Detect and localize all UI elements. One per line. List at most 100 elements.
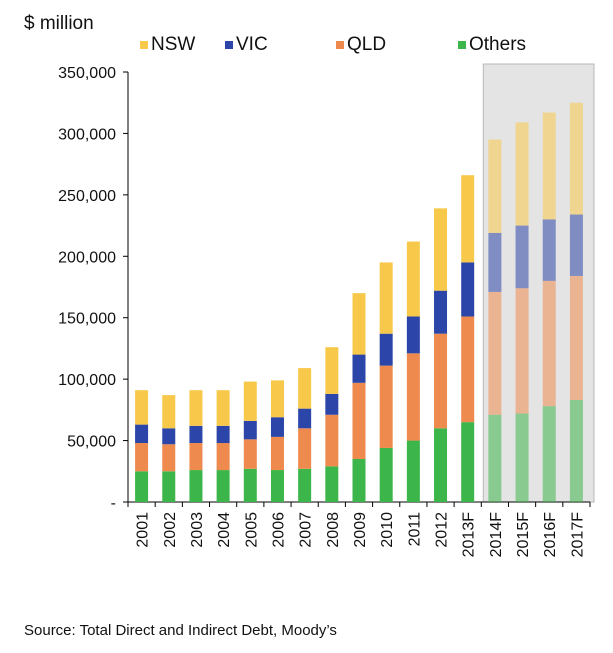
bar-segment-vic [243,420,257,440]
bar-segment-others [270,470,284,502]
bar-segment-others [325,466,339,502]
x-tick-label: 2017F [569,512,586,558]
legend: NSW VIC QLD Others [0,34,613,58]
y-tick-label: 300,000 [58,126,116,143]
legend-swatch [140,41,148,49]
bar-segment-vic [189,425,203,444]
bar-segment-qld [298,428,312,469]
bar-segment-vic [488,232,502,292]
bar-segment-nsw [542,112,556,220]
bar-segment-vic [162,428,176,445]
bar-segment-vic [352,354,366,383]
y-tick-label: - [111,495,116,512]
bar-segment-vic [270,417,284,437]
y-tick-label: 250,000 [58,188,116,205]
y-tick-label: 50,000 [67,434,116,451]
bar-segment-nsw [189,390,203,426]
bar-segment-vic [434,290,448,334]
bar-segment-others [461,422,475,502]
bar-segment-nsw [243,381,257,421]
bar-segment-nsw [569,102,583,215]
bar-segment-qld [542,280,556,407]
bar-segment-others [135,471,149,502]
bar-segment-others [434,428,448,502]
legend-label: VIC [236,34,268,55]
x-tick-label: 2004 [216,512,233,548]
legend-item-nsw: NSW [140,34,195,56]
bar-segment-qld [569,275,583,401]
bar-segment-nsw [216,390,230,426]
x-tick-label: 2011 [406,512,423,547]
bar-segment-nsw [488,139,502,233]
y-tick-label: 100,000 [58,372,116,389]
bar-segment-vic [406,316,420,354]
bar-segment-qld [325,414,339,467]
legend-label: Others [469,34,527,55]
bar-segment-others [298,468,312,502]
bar-segment-others [379,447,393,502]
bar-segment-others [162,471,176,502]
bar-segment-nsw [162,395,176,429]
x-tick-label: 2003 [189,512,206,548]
bar-segment-vic [461,262,475,317]
bar-segment-qld [406,353,420,441]
x-tick-label: 2007 [298,512,315,548]
x-tick-label: 2009 [352,512,369,548]
bar-segment-others [569,400,583,502]
bar-segment-qld [216,443,230,471]
bar-segment-nsw [379,262,393,334]
bar-segment-nsw [135,390,149,425]
bar-segment-vic [569,214,583,276]
bar-segment-others [515,413,529,502]
bar-segment-others [406,440,420,502]
legend-item-qld: QLD [336,34,386,56]
y-tick-label: 350,000 [58,65,116,82]
bar-segment-nsw [325,347,339,394]
bar-segment-nsw [515,122,529,226]
bar-segment-qld [434,333,448,429]
bar-segment-qld [379,365,393,448]
x-tick-label: 2010 [379,512,396,548]
bar-segment-vic [542,219,556,281]
x-tick-label: 2002 [162,512,179,548]
bar-segment-qld [162,444,176,472]
bar-segment-qld [352,382,366,459]
x-tick-label: 2005 [243,512,260,548]
bar-segment-nsw [298,368,312,409]
y-tick-label: 150,000 [58,311,116,328]
legend-swatch [225,41,233,49]
bar-segment-others [542,406,556,502]
bar-segment-qld [270,436,284,471]
y-unit-label: $ million [24,13,94,34]
bar-segment-nsw [270,380,284,418]
x-tick-label: 2012 [434,512,451,548]
bar-segment-others [488,414,502,502]
bar-segment-vic [216,425,230,444]
x-tick-label: 2014F [488,512,505,558]
bar-segment-qld [461,316,475,423]
legend-swatch [458,41,466,49]
x-tick-label: 2015F [515,512,532,558]
bar-segment-vic [135,424,149,444]
bar-segment-others [243,468,257,502]
bar-segment-qld [189,443,203,471]
bar-segment-qld [135,443,149,472]
bar-segment-nsw [434,208,448,291]
y-tick-label: 200,000 [58,249,116,266]
bar-segment-others [352,459,366,502]
bar-segment-vic [379,333,393,366]
legend-swatch [336,41,344,49]
x-tick-label: 2006 [270,512,287,548]
legend-label: QLD [347,34,387,55]
bar-segment-vic [515,225,529,289]
x-tick-label: 2001 [135,512,152,548]
bar-segment-others [216,470,230,502]
bar-segment-qld [515,288,529,414]
bar-segment-vic [298,408,312,429]
bar-segment-nsw [352,293,366,355]
bar-segment-nsw [461,175,475,263]
bar-segment-qld [243,439,257,469]
legend-label: NSW [151,34,196,55]
legend-item-vic: VIC [225,34,268,56]
